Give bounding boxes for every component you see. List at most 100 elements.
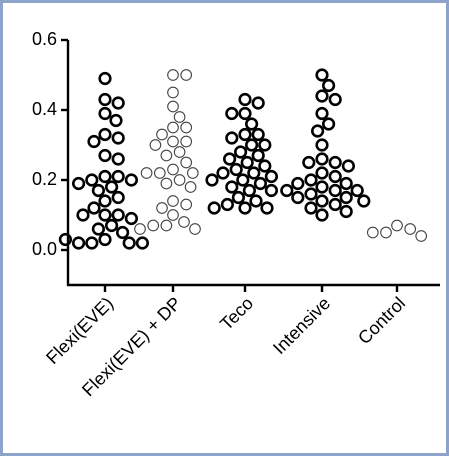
data-point (109, 113, 123, 128)
data-point (264, 183, 279, 198)
data-point (180, 156, 193, 169)
data-point (207, 201, 221, 215)
data-point (140, 167, 153, 179)
data-point (236, 173, 250, 187)
data-point (98, 106, 112, 121)
data-point (173, 174, 186, 186)
data-point (71, 236, 86, 250)
data-point (238, 92, 252, 107)
data-point (167, 121, 179, 134)
data-point (167, 69, 179, 81)
data-point (328, 183, 342, 198)
data-point (111, 152, 125, 166)
data-point (253, 176, 267, 191)
data-point (315, 180, 329, 194)
data-point (167, 100, 179, 113)
data-point (98, 71, 112, 86)
data-point (122, 236, 136, 250)
data-point (58, 232, 73, 247)
data-point (258, 159, 272, 173)
data-point (264, 169, 279, 184)
data-point (98, 92, 112, 107)
data-point (315, 68, 329, 82)
data-point (341, 159, 356, 173)
data-point (111, 190, 125, 205)
data-point (111, 96, 125, 110)
data-point (91, 222, 105, 236)
data-point (280, 183, 294, 198)
data-point (160, 219, 173, 232)
data-point (85, 236, 99, 250)
data-point (124, 211, 138, 226)
data-point (234, 145, 248, 159)
data-point (251, 96, 265, 110)
data-point (380, 226, 392, 239)
data-point (304, 173, 318, 187)
data-point (258, 138, 272, 152)
data-point (160, 177, 173, 190)
data-point (180, 198, 193, 211)
data-point (315, 208, 329, 222)
data-point (216, 166, 230, 180)
data-point (225, 131, 239, 145)
data-point (238, 106, 252, 121)
data-point (315, 152, 329, 166)
data-point (328, 92, 342, 107)
data-point (98, 169, 112, 184)
data-point (304, 187, 318, 201)
data-point (251, 148, 265, 163)
data-point (245, 117, 259, 131)
data-point (328, 197, 342, 212)
data-point (302, 155, 316, 170)
data-point (229, 162, 243, 177)
data-point (240, 155, 254, 170)
data-point (339, 176, 353, 191)
data-point (231, 190, 245, 205)
data-point (167, 195, 179, 207)
data-point (322, 78, 336, 93)
data-point (124, 173, 138, 187)
data-point (98, 208, 112, 222)
data-point (87, 134, 101, 149)
data-point (291, 190, 305, 205)
data-point (147, 219, 160, 232)
data-point (180, 69, 193, 81)
y-tick-label: 0.2 (32, 169, 57, 189)
data-point (328, 155, 342, 170)
data-point (391, 219, 403, 232)
data-point (134, 223, 146, 235)
data-point (328, 169, 342, 184)
data-point (178, 216, 190, 228)
data-point (350, 183, 364, 198)
data-point (104, 180, 119, 194)
data-point (167, 86, 179, 99)
data-point (339, 204, 353, 219)
data-point (304, 201, 318, 215)
data-point (322, 117, 336, 131)
data-point (160, 149, 173, 162)
data-point (153, 167, 166, 179)
y-tick-label: 0.0 (32, 239, 57, 259)
data-point (315, 106, 329, 121)
data-point (242, 183, 256, 198)
data-point (260, 201, 274, 215)
data-point (111, 131, 125, 145)
data-point (366, 226, 379, 239)
y-tick-label: 0.4 (32, 99, 57, 119)
data-point (238, 201, 252, 215)
data-point (247, 166, 261, 180)
data-point (315, 138, 329, 152)
data-point (135, 236, 149, 250)
data-point (315, 89, 329, 103)
data-point (167, 163, 179, 176)
data-point (291, 176, 305, 191)
data-point (357, 194, 371, 208)
data-point (180, 135, 193, 148)
data-point (167, 135, 179, 148)
data-point (173, 146, 186, 158)
data-point (251, 127, 265, 142)
data-point (339, 190, 353, 205)
data-point (245, 138, 259, 152)
